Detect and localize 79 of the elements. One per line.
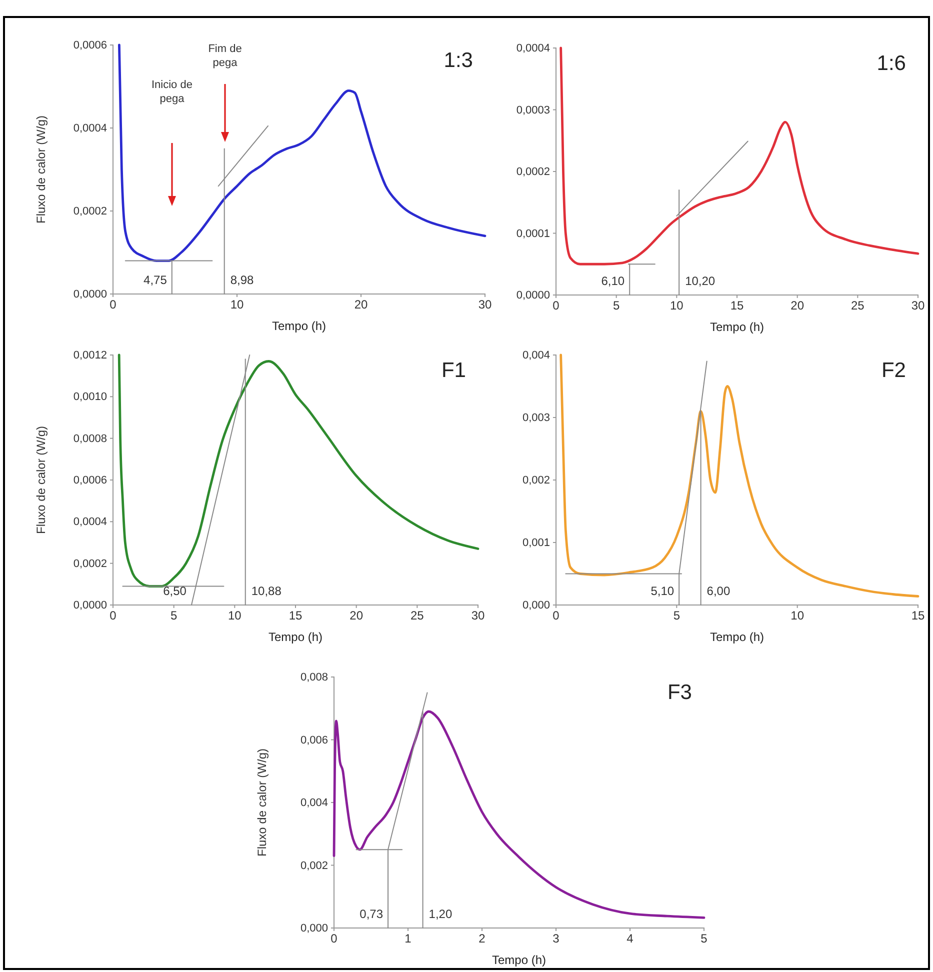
- x-tick-label: 15: [730, 298, 744, 313]
- x-tick-label: 0: [552, 608, 560, 623]
- y-tick-label: 0,0002: [73, 206, 107, 218]
- x-tick-label: 15: [288, 608, 302, 623]
- y-axis-title: Fluxo de calor (W/g): [255, 748, 269, 857]
- y-tick-label: 0,0002: [516, 166, 550, 178]
- x-tick-label: 10: [230, 298, 244, 312]
- x-tick-label: 0: [110, 608, 117, 623]
- x-tick-label: 4: [626, 932, 634, 946]
- y-tick-label: 0,003: [522, 412, 550, 424]
- x-axis-title: Tempo (h): [492, 953, 546, 967]
- x-tick-label: 30: [478, 298, 492, 312]
- y-tick-label: 0,006: [300, 734, 328, 746]
- y-tick-label: 0,000: [300, 922, 328, 935]
- y-tick-label: 0,004: [300, 797, 328, 810]
- y-tick-label: 0,000: [522, 600, 550, 612]
- annotation: 6,10: [601, 274, 625, 288]
- y-tick-label: 0,0000: [73, 600, 107, 612]
- y-tick-label: 0,0006: [73, 474, 107, 487]
- y-axis-title: Fluxo de calor (W/g): [34, 426, 48, 534]
- x-tick-label: 5: [700, 932, 708, 946]
- y-tick-label: 0,0001: [516, 228, 550, 240]
- x-tick-label: 30: [471, 608, 485, 623]
- x-tick-label: 15: [911, 608, 925, 623]
- x-axis-title: Tempo (h): [268, 630, 323, 644]
- y-tick-label: 0,0008: [73, 432, 107, 445]
- annotation: 6,50: [163, 584, 187, 598]
- x-tick-label: 25: [410, 608, 424, 623]
- chart-title: 1:6: [876, 52, 906, 75]
- x-tick-label: 5: [673, 608, 680, 623]
- y-tick-label: 0,0003: [516, 104, 550, 116]
- y-tick-label: 0,0004: [73, 122, 107, 135]
- x-axis-title: Tempo (h): [272, 319, 326, 333]
- y-tick-label: 0,0002: [73, 558, 107, 570]
- annotation: 5,10: [650, 584, 674, 598]
- chart-title: F3: [667, 681, 692, 704]
- x-tick-label: 25: [850, 298, 865, 313]
- x-axis-title: Tempo (h): [710, 320, 764, 334]
- x-tick-label: 30: [911, 298, 925, 313]
- x-tick-label: 20: [350, 608, 364, 623]
- annotation: 4,75: [144, 273, 168, 287]
- y-tick-label: 0,0000: [73, 288, 107, 301]
- y-tick-label: 0,0004: [516, 42, 550, 55]
- x-tick-label: 10: [228, 608, 242, 623]
- y-tick-label: 0,008: [300, 672, 328, 684]
- y-tick-label: 0,0010: [73, 391, 107, 404]
- x-tick-label: 20: [790, 298, 804, 313]
- annotation: 10,88: [251, 584, 282, 598]
- chart-title: F2: [881, 359, 906, 382]
- x-tick-label: 3: [552, 932, 560, 946]
- x-tick-label: 5: [170, 608, 178, 623]
- y-tick-label: 0,0000: [516, 290, 550, 302]
- chart-title: F1: [441, 359, 466, 382]
- annotation: Fim de pega: [208, 43, 242, 69]
- x-tick-label: 0: [110, 298, 117, 312]
- x-tick-label: 2: [478, 932, 486, 946]
- x-tick-label: 0: [552, 298, 560, 313]
- y-tick-label: 0,004: [522, 350, 550, 362]
- x-tick-label: 1: [404, 932, 412, 946]
- x-tick-label: 10: [670, 298, 684, 313]
- annotation: 0,73: [360, 907, 384, 921]
- annotation: Inicio de pega: [152, 79, 192, 105]
- x-tick-label: 20: [354, 298, 368, 312]
- y-axis-title: Fluxo de calor (W/g): [34, 115, 48, 224]
- x-axis-title: Tempo (h): [710, 630, 764, 644]
- annotation: 8,98: [230, 273, 254, 287]
- y-tick-label: 0,001: [522, 537, 550, 550]
- x-tick-label: 0: [330, 932, 338, 946]
- y-tick-label: 0,002: [522, 474, 550, 487]
- annotation: 1,20: [428, 907, 452, 921]
- y-tick-label: 0,0006: [73, 40, 107, 52]
- annotation: 10,20: [685, 274, 716, 288]
- y-tick-label: 0,002: [300, 860, 328, 872]
- annotation: 6,00: [706, 584, 730, 598]
- y-tick-label: 0,0012: [73, 350, 107, 362]
- x-tick-label: 10: [790, 608, 804, 623]
- chart-title: 1:3: [444, 49, 473, 72]
- y-tick-label: 0,0004: [73, 516, 107, 528]
- x-tick-label: 5: [612, 298, 620, 313]
